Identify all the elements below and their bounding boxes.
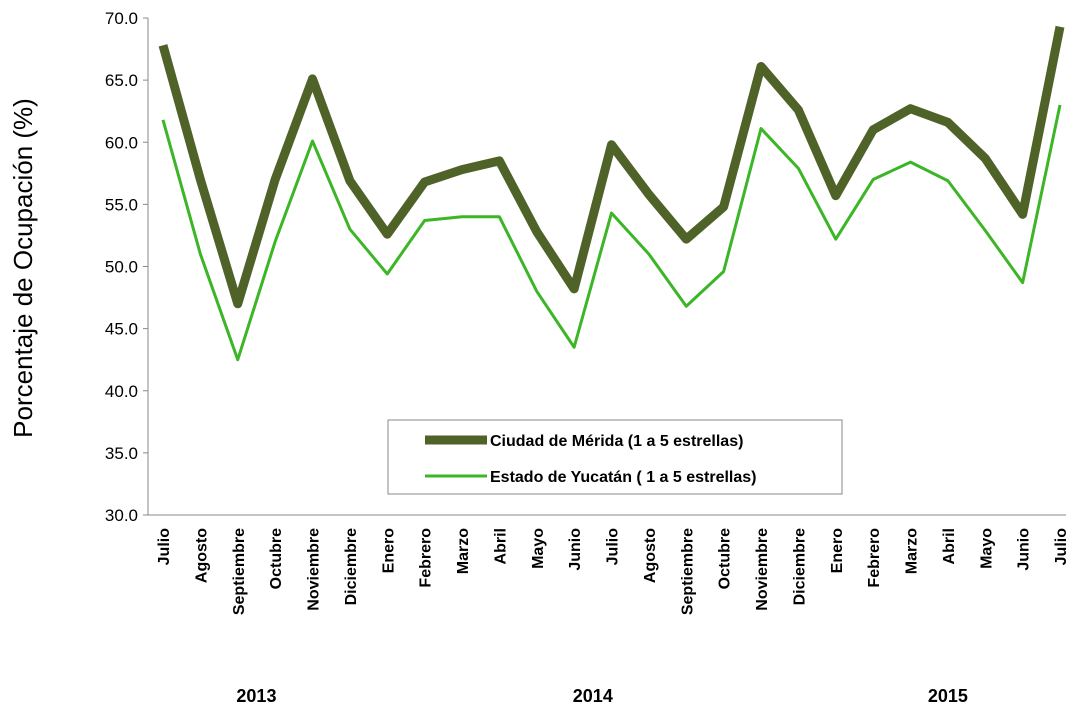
y-tick-label: 65.0: [105, 71, 138, 90]
x-tick-label: Enero: [829, 528, 846, 574]
x-tick-label: Mayo: [530, 528, 547, 569]
x-tick-label: Abril: [941, 528, 958, 564]
x-tick-label: Diciembre: [343, 528, 360, 605]
x-tick-label: Julio: [605, 528, 622, 566]
x-tick-label: Julio: [156, 528, 173, 566]
x-tick-label: Junio: [1016, 528, 1033, 571]
x-tick-label: Septiembre: [679, 528, 696, 615]
legend-box: [387, 419, 843, 495]
x-tick-label: Octubre: [717, 528, 734, 589]
x-tick-label: Diciembre: [791, 528, 808, 605]
year-label: 2013: [236, 686, 276, 706]
series-line: [161, 104, 1062, 362]
y-tick-label: 50.0: [105, 258, 138, 277]
x-tick-label: Febrero: [866, 528, 883, 588]
x-tick-label: Agosto: [193, 528, 210, 583]
legend-label: Estado de Yucatán ( 1 a 5 estrellas): [490, 469, 757, 486]
x-tick-label: Noviembre: [306, 528, 323, 611]
y-tick-label: 40.0: [105, 382, 138, 401]
year-label: 2015: [928, 686, 968, 706]
y-tick-label: 45.0: [105, 320, 138, 339]
x-tick-label: Noviembre: [754, 528, 771, 611]
y-tick-label: 70.0: [105, 9, 138, 28]
x-tick-label: Septiembre: [231, 528, 248, 615]
y-tick-label: 60.0: [105, 133, 138, 152]
x-tick-label: Julio: [1053, 528, 1066, 566]
y-tick-label: 30.0: [105, 506, 138, 525]
year-label: 2014: [573, 686, 613, 706]
x-tick-label: Agosto: [642, 528, 659, 583]
y-tick-label: 55.0: [105, 195, 138, 214]
y-tick-label: 35.0: [105, 444, 138, 463]
y-axis-label: Porcentaje de Ocupación (%): [8, 98, 38, 438]
x-tick-label: Marzo: [455, 528, 472, 574]
x-tick-label: Mayo: [978, 528, 995, 569]
x-tick-label: Abril: [492, 528, 509, 564]
legend-label: Ciudad de Mérida (1 a 5 estrellas): [490, 433, 743, 450]
series-line: [158, 25, 1065, 309]
x-tick-label: Febrero: [418, 528, 435, 588]
x-tick-label: Enero: [380, 528, 397, 574]
x-tick-label: Octubre: [268, 528, 285, 589]
x-tick-label: Junio: [567, 528, 584, 571]
x-tick-label: Marzo: [904, 528, 921, 574]
